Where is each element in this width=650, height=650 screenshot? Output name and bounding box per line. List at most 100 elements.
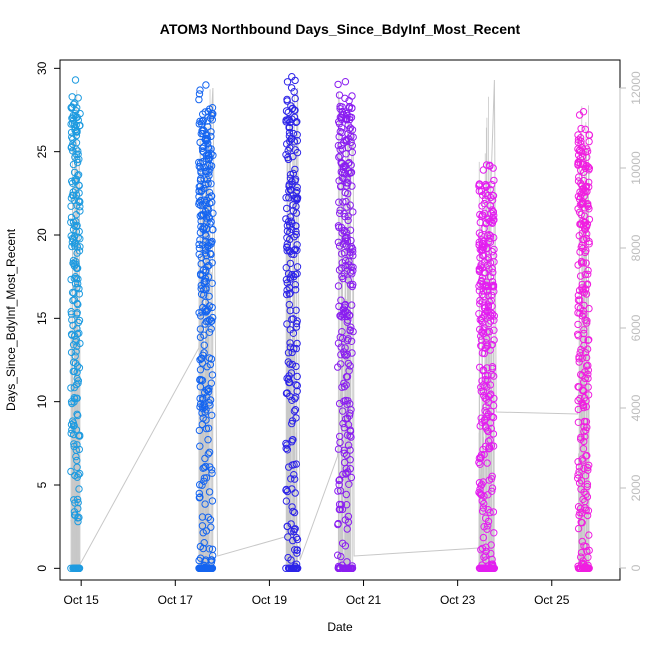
data-point xyxy=(577,548,586,557)
data-point xyxy=(335,198,343,206)
data-point xyxy=(484,522,492,530)
data-point xyxy=(202,284,210,292)
data-point xyxy=(582,397,590,405)
data-point xyxy=(196,366,205,374)
data-point xyxy=(76,197,84,206)
data-point xyxy=(290,233,298,241)
data-point xyxy=(288,503,296,511)
data-point xyxy=(283,222,292,230)
data-point xyxy=(577,147,585,156)
data-point xyxy=(202,317,211,326)
data-point xyxy=(335,399,344,408)
data-point xyxy=(71,359,80,367)
secondary-y-tick-label: 6000 xyxy=(629,314,643,341)
data-point xyxy=(293,381,301,390)
data-point xyxy=(489,413,498,422)
data-point xyxy=(72,348,80,356)
data-point xyxy=(199,110,207,118)
data-point xyxy=(576,504,585,513)
data-point xyxy=(582,353,591,362)
data-point xyxy=(585,137,593,146)
data-point xyxy=(208,469,216,477)
data-point xyxy=(72,139,81,147)
data-point xyxy=(336,476,344,484)
data-point xyxy=(578,259,586,267)
data-point xyxy=(75,247,84,255)
data-point xyxy=(484,215,492,224)
data-point xyxy=(580,542,588,550)
data-point xyxy=(478,507,487,515)
data-point xyxy=(343,309,352,317)
data-point xyxy=(73,264,81,273)
data-point xyxy=(200,291,208,299)
x-tick-label: Oct 25 xyxy=(534,593,570,607)
data-point xyxy=(480,324,488,332)
data-point xyxy=(293,241,301,249)
data-point xyxy=(74,147,82,155)
data-point xyxy=(76,203,84,211)
data-point xyxy=(204,450,213,458)
data-point xyxy=(209,551,217,560)
data-point xyxy=(337,552,345,561)
data-point xyxy=(199,529,207,537)
data-point xyxy=(484,303,493,311)
data-point xyxy=(577,166,585,175)
data-point xyxy=(475,267,484,276)
data-point xyxy=(344,179,352,187)
secondary-y-tick-label: 0 xyxy=(629,564,643,571)
data-point xyxy=(335,476,343,485)
data-point xyxy=(340,169,349,178)
data-point xyxy=(67,429,75,438)
data-point xyxy=(73,158,82,167)
data-point xyxy=(475,479,484,487)
data-point xyxy=(195,426,204,435)
data-point xyxy=(338,159,346,167)
data-point xyxy=(288,360,297,369)
data-point xyxy=(204,436,212,444)
data-point xyxy=(346,201,354,209)
data-point xyxy=(290,564,298,572)
data-point xyxy=(579,386,587,394)
data-point xyxy=(575,463,584,471)
data-point xyxy=(575,195,584,203)
data-point xyxy=(478,274,487,282)
data-point xyxy=(482,408,491,417)
data-point xyxy=(481,514,490,522)
data-point xyxy=(282,444,290,453)
data-point xyxy=(293,339,301,348)
data-point xyxy=(73,441,81,449)
data-point xyxy=(574,405,583,414)
data-point xyxy=(339,419,347,428)
data-point xyxy=(342,150,350,158)
secondary-y-tick-label: 4000 xyxy=(629,394,643,421)
data-point xyxy=(479,564,487,572)
data-point xyxy=(347,473,356,482)
data-point xyxy=(198,409,206,417)
data-point xyxy=(287,520,295,528)
data-point xyxy=(479,329,488,338)
data-point xyxy=(336,487,345,495)
x-axis: Oct 15 Oct 17 Oct 19 Oct 21 Oct 23 Oct 25 xyxy=(63,580,570,607)
data-point xyxy=(346,427,355,435)
data-point xyxy=(68,234,77,243)
data-point xyxy=(198,513,207,521)
data-point xyxy=(73,473,82,481)
data-point xyxy=(207,145,215,153)
data-point xyxy=(349,280,357,289)
data-point xyxy=(283,290,291,299)
data-point xyxy=(574,503,583,511)
data-point xyxy=(205,214,214,222)
data-point xyxy=(69,259,77,267)
data-point xyxy=(206,165,214,173)
data-point xyxy=(488,302,496,310)
data-point xyxy=(334,487,342,495)
data-point xyxy=(347,161,355,169)
data-point xyxy=(208,497,217,505)
data-point xyxy=(71,499,79,507)
data-point xyxy=(345,167,353,175)
data-point xyxy=(76,339,84,348)
background-line-series xyxy=(70,79,590,568)
data-point xyxy=(71,279,80,288)
data-point xyxy=(200,463,209,472)
data-point xyxy=(337,124,346,132)
